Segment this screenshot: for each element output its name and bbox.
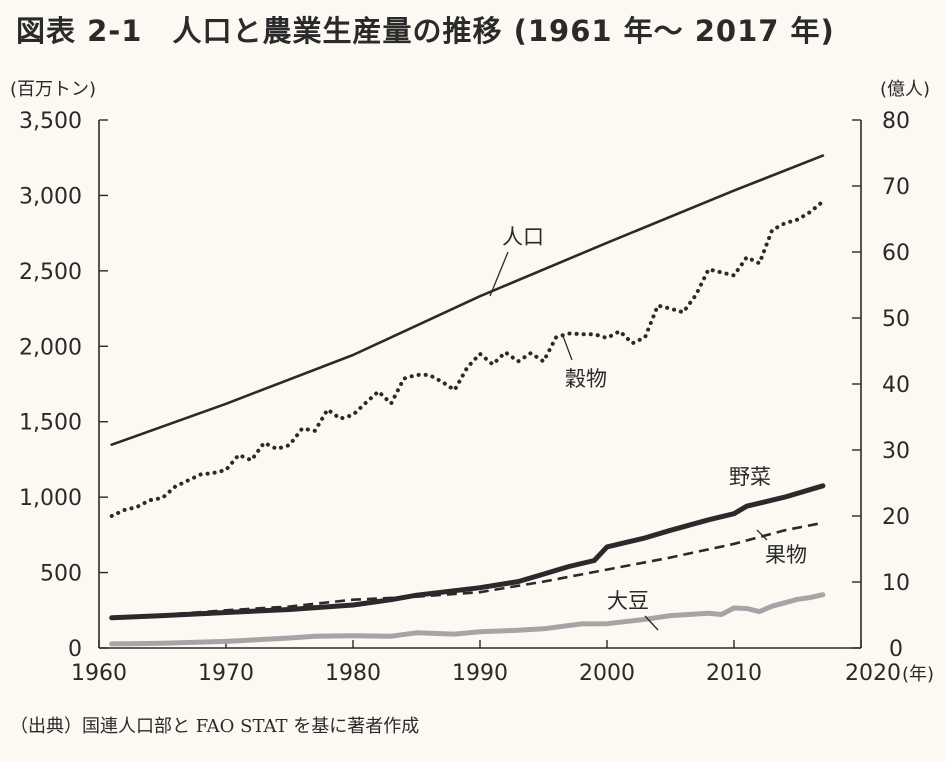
leader-line xyxy=(756,529,768,541)
y-right-tick-label: 10 xyxy=(882,571,910,596)
series-label-野菜: 野菜 xyxy=(729,465,771,489)
series-label-穀物: 穀物 xyxy=(565,367,607,391)
series-line-穀物 xyxy=(109,199,825,518)
y-right-tick-label: 70 xyxy=(882,175,910,200)
y-right-tick-label: 60 xyxy=(882,241,910,266)
y-left-tick-label: 500 xyxy=(40,562,82,587)
source-note: （出典）国連人口部と FAO STAT を基に著者作成 xyxy=(10,716,420,737)
leader-line xyxy=(562,335,573,361)
y-left-tick-label: 0 xyxy=(68,637,82,662)
y-right-tick-label: 80 xyxy=(882,109,910,134)
y-right-tick-label: 50 xyxy=(882,307,910,332)
y-left-tick-label: 1,000 xyxy=(19,486,82,511)
y-left-unit-label: (百万トン) xyxy=(10,79,96,100)
series-line-果物 xyxy=(111,521,824,620)
y-left-tick-label: 3,000 xyxy=(19,184,82,209)
x-tick-label: 2000 xyxy=(579,661,635,686)
series-line-野菜 xyxy=(109,483,826,621)
leader-line xyxy=(489,251,509,297)
x-tick-label: 2010 xyxy=(706,661,762,686)
series-line-人口 xyxy=(110,154,825,446)
x-unit-label: (年) xyxy=(902,664,934,685)
y-left-tick-label: 2,000 xyxy=(19,335,82,360)
x-tick-label: 2020 xyxy=(845,661,901,686)
leader-line xyxy=(644,615,659,631)
y-right-unit-label: (億人) xyxy=(880,79,930,100)
x-tick-label: 1980 xyxy=(325,661,381,686)
chart-title: 図表 2-1 人口と農業生産量の推移 (1961 年～ 2017 年) xyxy=(16,14,835,48)
x-tick-label: 1990 xyxy=(452,661,508,686)
y-left-tick-label: 2,500 xyxy=(19,260,82,285)
y-left-tick-label: 1,500 xyxy=(19,411,82,436)
series-label-果物: 果物 xyxy=(765,543,807,567)
y-right-tick-label: 20 xyxy=(882,505,910,530)
series-label-人口: 人口 xyxy=(502,225,544,249)
x-tick-label: 1970 xyxy=(198,661,254,686)
x-tick-label: 1960 xyxy=(71,661,127,686)
chart-axes: 0 500 1,000 1,500 2,000 2,500 3,000 3,500 0 10 20 3… xyxy=(10,79,934,686)
series-label-大豆: 大豆 xyxy=(607,589,649,613)
y-right-tick-label: 30 xyxy=(882,439,910,464)
series-line-大豆 xyxy=(109,592,826,647)
chart: 0 500 1,000 1,500 2,000 2,500 3,000 3,500 0 10 20 3… xyxy=(10,79,934,686)
chart-series xyxy=(109,154,826,647)
y-right-tick-label: 0 xyxy=(889,637,903,662)
y-right-tick-label: 40 xyxy=(882,373,910,398)
y-left-tick-label: 3,500 xyxy=(19,109,82,134)
